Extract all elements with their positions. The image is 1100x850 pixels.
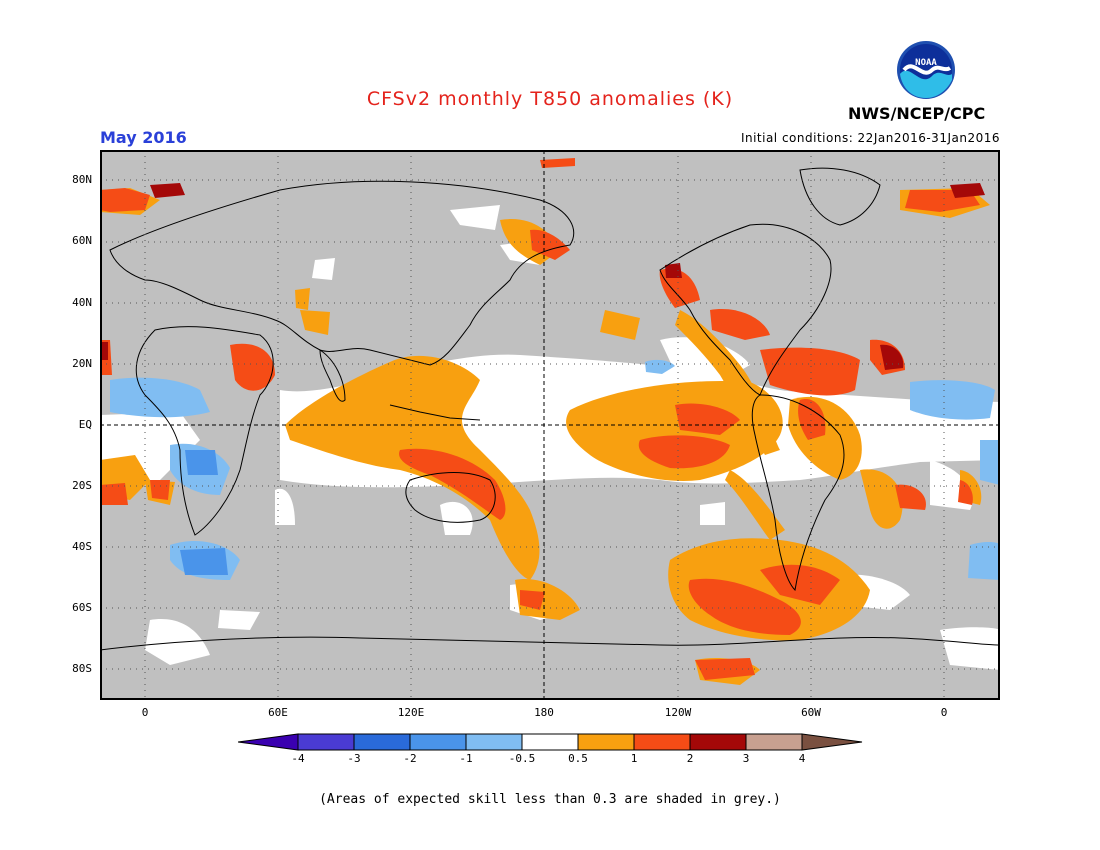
lon-label: 0 xyxy=(940,706,948,719)
colorbar-label: 0.5 xyxy=(568,752,588,765)
footnote: (Areas of expected skill less than 0.3 a… xyxy=(319,792,781,807)
agency-label: NWS/NCEP/CPC xyxy=(848,104,986,123)
lat-label: 20N xyxy=(72,357,92,370)
lat-label: 20S xyxy=(72,479,92,492)
logo-text: NOAA xyxy=(915,58,937,68)
colorbar-label: 1 xyxy=(630,752,638,765)
moderate-positive-regions xyxy=(100,158,980,680)
coastlines xyxy=(100,167,1000,651)
lon-label: 120W xyxy=(664,706,692,719)
colorbar-segment xyxy=(521,733,579,751)
chart-title: CFSv2 monthly T850 anomalies (K) xyxy=(366,88,734,110)
anomaly-map xyxy=(100,150,1000,700)
initial-conditions: Initial conditions: 22Jan2016-31Jan2016 xyxy=(740,131,1000,145)
lat-label: 40S xyxy=(72,540,92,553)
lon-label: 180 xyxy=(534,706,554,719)
lon-label: 60W xyxy=(801,706,821,719)
forecast-month: May 2016 xyxy=(100,128,187,147)
map-frame xyxy=(100,150,1000,700)
colorbar-segment xyxy=(633,733,691,751)
lat-label: 80S xyxy=(72,662,92,675)
lon-label: 0 xyxy=(141,706,149,719)
lat-label: 60S xyxy=(72,601,92,614)
colorbar-segment-high-end xyxy=(801,733,863,751)
colorbar-label: -0.5 xyxy=(508,752,536,765)
colorbar-label: -4 xyxy=(291,752,305,765)
reference-lines xyxy=(100,150,1000,700)
lat-label: EQ xyxy=(78,418,92,431)
colorbar xyxy=(238,733,863,751)
lat-label: 60N xyxy=(72,234,92,247)
colorbar-segment xyxy=(297,733,355,751)
weak-positive-regions xyxy=(100,188,990,685)
colorbar-segment-low-end xyxy=(238,733,299,751)
lon-label: 60E xyxy=(268,706,288,719)
lon-label: 120E xyxy=(397,706,425,719)
colorbar-label: 4 xyxy=(798,752,806,765)
negative-anomaly-regions xyxy=(110,359,1000,580)
colorbar-segment xyxy=(465,733,523,751)
colorbar-label: 2 xyxy=(686,752,694,765)
colorbar-label: -2 xyxy=(403,752,417,765)
strong-positive-regions xyxy=(100,183,985,370)
lat-label: 80N xyxy=(72,173,92,186)
colorbar-segment xyxy=(409,733,467,751)
lat-label: 40N xyxy=(72,296,92,309)
colorbar-segment xyxy=(689,733,747,751)
grid-lines xyxy=(100,150,1000,700)
colorbar-segment xyxy=(577,733,635,751)
noaa-logo: NOAA xyxy=(897,41,955,99)
colorbar-label: 3 xyxy=(742,752,750,765)
colorbar-label: -1 xyxy=(459,752,473,765)
colorbar-label: -3 xyxy=(347,752,361,765)
colorbar-segment xyxy=(353,733,411,751)
colorbar-segment xyxy=(745,733,803,751)
